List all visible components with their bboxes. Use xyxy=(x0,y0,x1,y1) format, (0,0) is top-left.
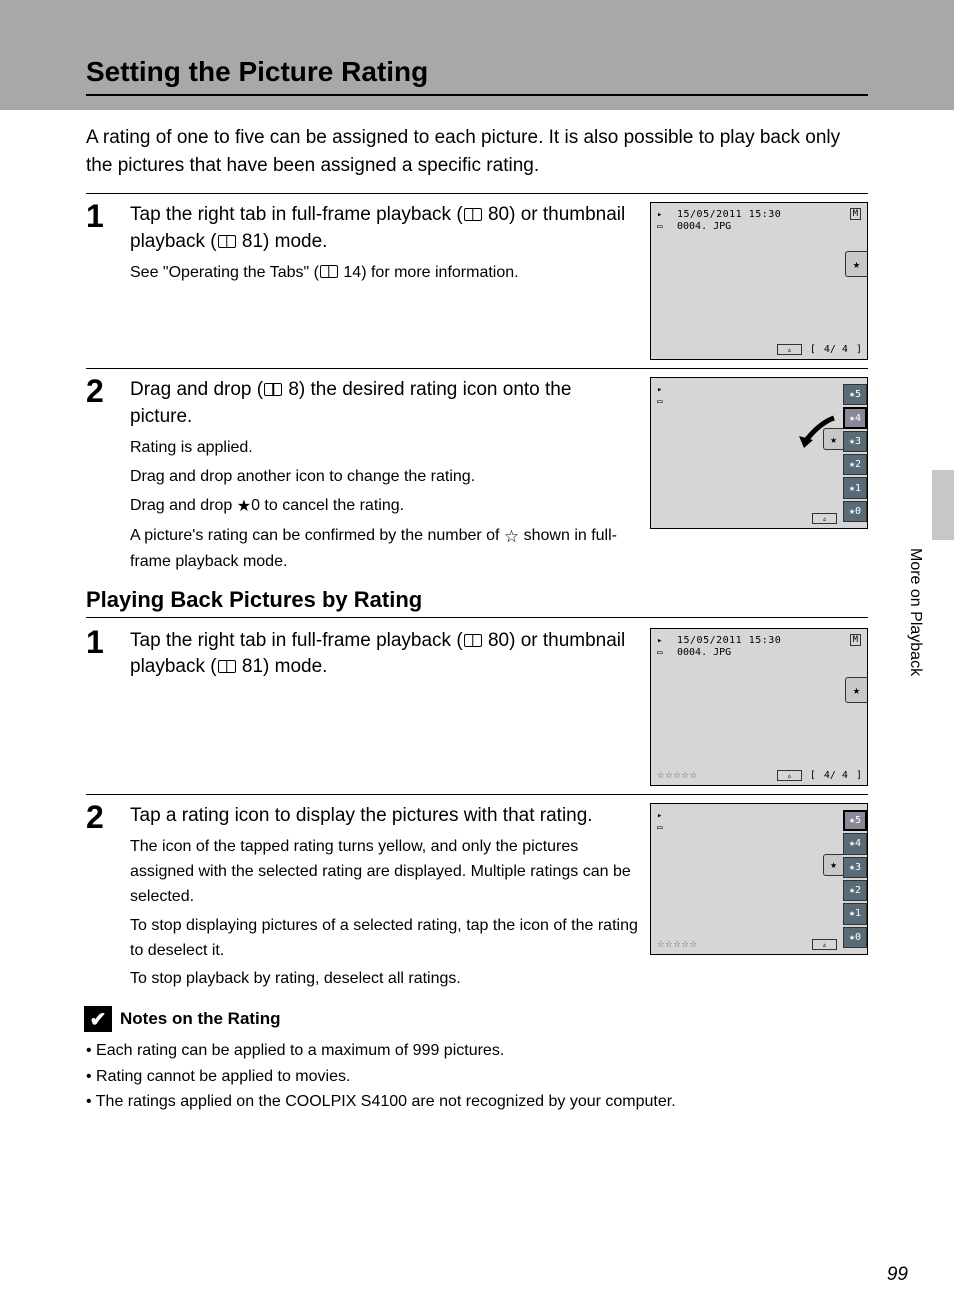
book-icon xyxy=(218,660,236,673)
rating-chip: ★1 xyxy=(843,477,867,498)
step: 1 Tap the right tab in full-frame playba… xyxy=(86,202,868,360)
page-side-tab xyxy=(932,470,954,540)
rating-chip: ★5 xyxy=(843,384,867,405)
rating-chip: ★1 xyxy=(843,903,867,924)
divider xyxy=(86,368,868,369)
rating-chip: ★5 xyxy=(843,810,867,831)
step-note: See "Operating the Tabs" ( 14) for more … xyxy=(130,261,638,286)
step: 1 Tap the right tab in full-frame playba… xyxy=(86,628,868,786)
rating-chip: ★3 xyxy=(843,431,867,452)
book-icon xyxy=(320,265,338,278)
rating-chip: ★4 xyxy=(843,407,867,428)
star-outline-icon: ☆ xyxy=(504,524,519,550)
step-instruction: Tap the right tab in full-frame playback… xyxy=(130,202,638,255)
lcd-screenshot: ▸▭ ★ ★5 ★4 ★3 ★2 ★1 ★0 ☆☆☆☆☆ ▵ xyxy=(650,803,868,955)
step-instruction: Tap the right tab in full-frame playback… xyxy=(130,628,638,681)
divider xyxy=(86,193,868,194)
step-number: 1 xyxy=(86,626,118,658)
star-icon: ★ xyxy=(237,495,251,520)
book-icon xyxy=(264,383,282,396)
step-note: Drag and drop ★0 to cancel the rating. xyxy=(130,494,638,520)
step: 2 Drag and drop ( 8) the desired rating … xyxy=(86,377,868,575)
stars-row-icon: ☆☆☆☆☆ xyxy=(657,936,698,950)
step-note: Drag and drop another icon to change the… xyxy=(130,465,638,490)
step-number: 2 xyxy=(86,375,118,407)
note-item: The ratings applied on the COOLPIX S4100… xyxy=(86,1089,868,1115)
step-note: To stop playback by rating, deselect all… xyxy=(130,967,638,992)
step-number: 1 xyxy=(86,200,118,232)
rating-chip: ★0 xyxy=(843,927,867,948)
header-gray-band: Setting the Picture Rating xyxy=(0,0,954,110)
rating-tab-icon: ★ xyxy=(823,854,843,876)
side-section-label: More on Playback xyxy=(906,548,924,676)
book-icon xyxy=(464,634,482,647)
stars-row-icon: ☆☆☆☆☆ xyxy=(657,767,698,781)
intro-text: A rating of one to five can be assigned … xyxy=(86,124,868,179)
rating-chip: ★3 xyxy=(843,857,867,878)
step-note: A picture's rating can be confirmed by t… xyxy=(130,524,638,575)
rating-tab-icon: ★ xyxy=(845,251,867,277)
page-content: A rating of one to five can be assigned … xyxy=(86,110,868,1115)
divider xyxy=(86,794,868,795)
book-icon xyxy=(218,235,236,248)
divider xyxy=(86,617,868,618)
rating-column: ★5 ★4 ★3 ★2 ★1 ★0 xyxy=(843,384,867,522)
step-note: The icon of the tapped rating turns yell… xyxy=(130,835,638,909)
subheading: Playing Back Pictures by Rating xyxy=(86,587,868,613)
step-number: 2 xyxy=(86,801,118,833)
lcd-screenshot: ▸▭ ★ ★5 ★4 ★3 ★2 ★1 ★0 xyxy=(650,377,868,529)
step-note: To stop displaying pictures of a selecte… xyxy=(130,914,638,964)
notes-heading: Notes on the Rating xyxy=(120,1009,281,1029)
rating-column: ★5 ★4 ★3 ★2 ★1 ★0 xyxy=(843,810,867,948)
note-item: Rating cannot be applied to movies. xyxy=(86,1064,868,1090)
notes-list: Each rating can be applied to a maximum … xyxy=(86,1038,868,1115)
step-note: Rating is applied. xyxy=(130,436,638,461)
note-item: Each rating can be applied to a maximum … xyxy=(86,1038,868,1064)
lcd-screenshot: ▸▭ 15/05/2011 15:30 0004. JPG M ★ ▵[4/ 4… xyxy=(650,202,868,360)
rating-chip: ★0 xyxy=(843,501,867,522)
check-box-icon: ✔ xyxy=(84,1006,112,1032)
lcd-screenshot: ▸▭ 15/05/2011 15:30 0004. JPG M ★ ☆☆☆☆☆ … xyxy=(650,628,868,786)
drag-arrow-icon xyxy=(789,408,839,458)
rating-chip: ★2 xyxy=(843,880,867,901)
manual-page: Setting the Picture Rating A rating of o… xyxy=(0,0,954,1314)
rating-tab-icon: ★ xyxy=(845,677,867,703)
notes-section: ✔ Notes on the Rating Each rating can be… xyxy=(86,1006,868,1115)
step-instruction: Drag and drop ( 8) the desired rating ic… xyxy=(130,377,638,430)
step: 2 Tap a rating icon to display the pictu… xyxy=(86,803,868,992)
rating-chip: ★4 xyxy=(843,833,867,854)
page-number: 99 xyxy=(887,1264,908,1286)
page-title: Setting the Picture Rating xyxy=(86,56,868,88)
rating-chip: ★2 xyxy=(843,454,867,475)
book-icon xyxy=(464,208,482,221)
step-instruction: Tap a rating icon to display the picture… xyxy=(130,803,638,830)
